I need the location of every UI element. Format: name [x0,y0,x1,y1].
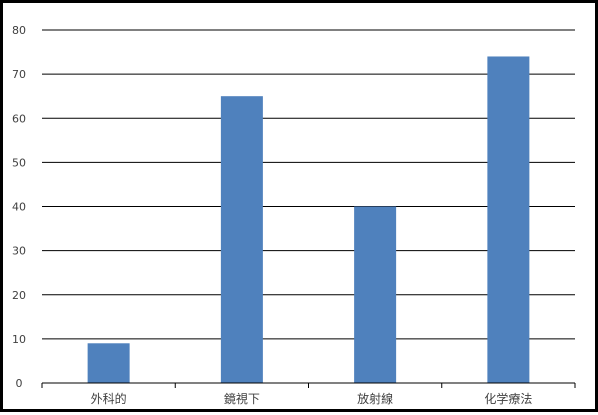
y-tick-label: 10 [12,333,26,346]
gridlines [42,29,575,340]
bar [87,343,130,383]
bar-chart: 0 10 20 30 40 50 60 70 80 外科的 鏡視下 放射線 化学療法 [12,24,576,406]
y-tick-label: 30 [12,245,26,258]
x-tick-label: 放射線 [357,391,393,406]
x-tick-labels: 外科的 鏡視下 放射線 化学療法 [91,391,533,406]
y-tick-label: 70 [12,68,26,81]
bars [87,56,530,383]
x-tick-label: 鏡視下 [224,391,260,406]
y-tick-label: 20 [12,289,26,302]
y-tick-labels: 0 10 20 30 40 50 60 70 80 [12,24,26,390]
x-tick-label: 外科的 [91,391,127,406]
x-tick-label: 化学療法 [484,391,532,406]
y-tick-label: 60 [12,112,26,125]
bar [220,96,263,383]
y-tick-label: 50 [12,156,26,169]
y-tick-label: 40 [12,201,26,214]
axes [41,382,576,388]
y-tick-label: 0 [16,377,23,390]
y-tick-label: 80 [12,24,26,37]
bar [487,56,530,383]
bar [354,206,397,383]
